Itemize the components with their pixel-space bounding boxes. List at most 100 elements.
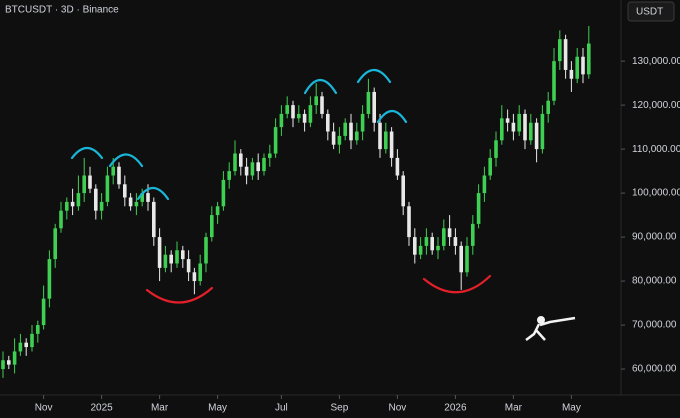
candle-body: [94, 188, 98, 211]
candle-body: [413, 237, 417, 255]
candle-body: [326, 113, 330, 132]
candle-body: [447, 228, 452, 238]
x-tick-label: Sep: [331, 403, 349, 414]
candle-body: [424, 237, 429, 246]
candle-body: [343, 122, 347, 136]
candle-body: [471, 223, 475, 246]
candle-body: [407, 206, 411, 238]
candle-body: [215, 206, 220, 216]
candle-body: [169, 254, 173, 264]
candle-body: [128, 197, 133, 207]
candle-body: [239, 153, 243, 167]
candle-body: [552, 61, 556, 101]
candle-body: [210, 215, 214, 238]
candle-body: [389, 131, 394, 158]
candle-body: [198, 263, 202, 282]
candle-body: [256, 162, 260, 172]
candle-body: [500, 118, 504, 141]
candle-body: [366, 91, 371, 114]
plot: [1, 25, 591, 378]
candle-body: [285, 105, 289, 114]
candle-body: [297, 113, 301, 119]
candle-body: [99, 201, 104, 211]
candle-body: [349, 122, 353, 141]
candle-body: [378, 122, 382, 150]
candle-body: [395, 157, 400, 176]
x-tick-label: Jul: [275, 403, 288, 414]
candle-body: [337, 135, 342, 145]
y-tick-label: 80,000.00: [632, 276, 677, 287]
x-tick-label: Mar: [151, 403, 169, 414]
candle-body: [163, 254, 168, 268]
candle-body: [331, 131, 336, 145]
candle-body: [476, 193, 481, 224]
x-tick-label: 2025: [90, 403, 113, 414]
candle-body: [105, 175, 110, 202]
candle-body: [279, 113, 284, 128]
y-tick-label: 130,000.00: [632, 56, 680, 67]
candle-body: [430, 237, 434, 251]
candle-body: [123, 184, 127, 198]
candle-body: [360, 113, 365, 132]
candle-body: [227, 171, 231, 180]
candle-body: [558, 39, 562, 62]
candle-body: [111, 166, 115, 176]
currency-label: USDT: [636, 7, 663, 18]
candle-body: [418, 245, 423, 255]
candle-body: [204, 237, 208, 264]
y-tick-label: 60,000.00: [632, 364, 677, 375]
y-tick-label: 110,000.00: [632, 144, 680, 155]
candle-body: [41, 298, 46, 326]
candle-body: [569, 69, 574, 79]
candle-body: [134, 201, 139, 207]
candle-body: [268, 153, 272, 158]
top-arc: [136, 186, 170, 201]
top-arc: [303, 78, 338, 95]
x-tick-label: May: [208, 403, 227, 414]
candle-body: [401, 175, 405, 207]
top-arc: [108, 153, 144, 168]
candle-body: [59, 210, 63, 229]
candle-body: [384, 131, 388, 150]
candle-body: [36, 325, 40, 334]
candle-body: [192, 272, 197, 282]
candle-body: [175, 250, 179, 264]
candle-body: [308, 105, 313, 123]
candle-body: [140, 193, 144, 202]
candle-body: [152, 201, 156, 238]
candle-body: [453, 237, 458, 246]
candle-body: [47, 259, 52, 299]
candle-body: [546, 100, 550, 114]
candle-body: [302, 113, 307, 123]
currency-button[interactable]: [627, 1, 675, 22]
y-tick-label: 120,000.00: [632, 100, 680, 111]
annotations: [70, 68, 492, 304]
candle-body: [488, 157, 492, 176]
candle-body: [575, 56, 579, 79]
candle-body: [88, 175, 92, 189]
candle-body: [273, 127, 278, 154]
candle-body: [442, 228, 446, 246]
candle-body: [465, 245, 469, 273]
top-arc: [376, 109, 408, 124]
candle-body: [587, 43, 591, 75]
candle-body: [12, 351, 17, 365]
candle-body: [76, 193, 81, 207]
y-tick-label: 100,000.00: [632, 188, 680, 199]
top-arc: [356, 68, 392, 84]
candle-body: [117, 166, 121, 185]
candle-body: [70, 201, 75, 207]
bottom-arc: [145, 286, 214, 304]
candle-body: [459, 245, 463, 273]
candle-body: [482, 175, 487, 194]
logo: [525, 316, 576, 341]
x-tick-label: Nov: [389, 403, 407, 414]
candle-body: [540, 113, 545, 150]
x-tick-label: Nov: [35, 403, 53, 414]
candle-body: [511, 122, 516, 132]
candle-body: [505, 118, 510, 123]
candle-body: [581, 56, 585, 75]
candle-body: [18, 342, 23, 352]
chart-title: BTCUSDT · 3D · Binance: [5, 5, 119, 16]
